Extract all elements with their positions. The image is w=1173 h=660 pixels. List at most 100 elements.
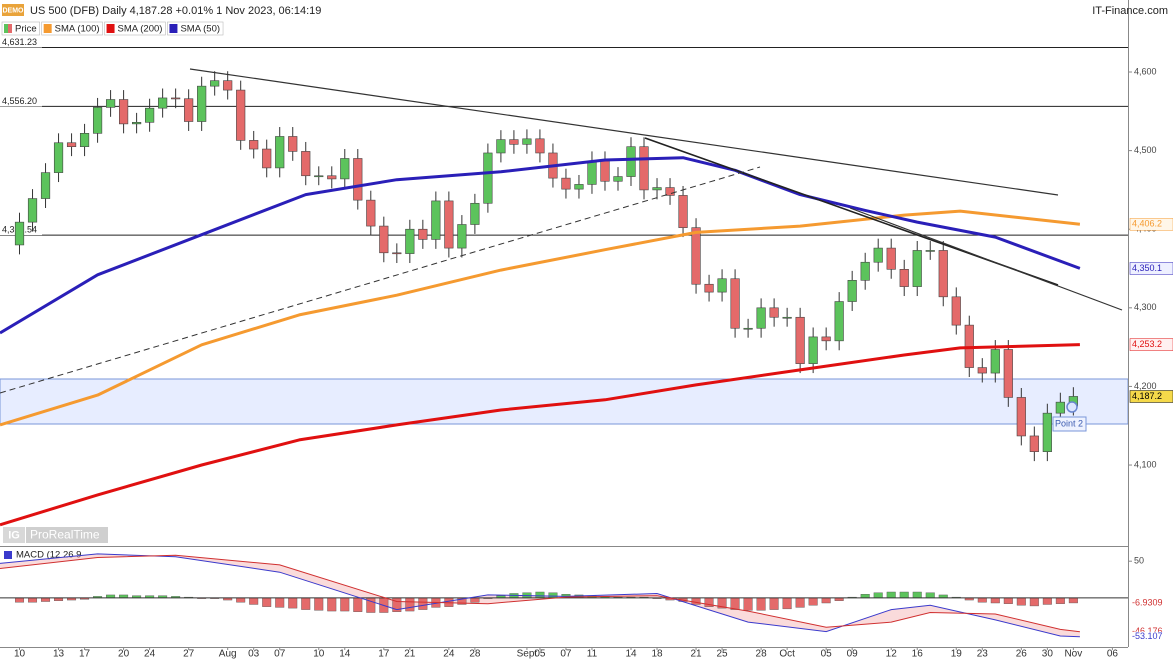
price-tag: 4,253.2: [1132, 339, 1162, 349]
histogram-bar: [314, 597, 324, 611]
candle-body: [912, 250, 922, 287]
histogram-bar: [886, 591, 896, 599]
candle-body: [652, 187, 662, 191]
candle-body: [496, 139, 506, 154]
histogram-bar: [1068, 597, 1078, 604]
histogram-bar: [1042, 597, 1052, 605]
candle-body: [119, 99, 129, 125]
macd-tag-bg: [1130, 626, 1173, 637]
histogram-bar: [288, 597, 298, 609]
x-tick-label: 24: [443, 649, 455, 660]
x-tick-label: 14: [339, 649, 351, 660]
x-tick-label: Aug: [219, 649, 237, 660]
demo-badge: [2, 4, 24, 16]
candle-body: [314, 175, 324, 178]
logo-bg: [26, 527, 108, 543]
histogram-bar: [405, 597, 415, 612]
y-tick-label: 4,500: [1134, 145, 1157, 155]
histogram-bar: [873, 592, 883, 599]
candle-body: [457, 224, 467, 249]
histogram-bar: [899, 591, 909, 599]
candle-body: [587, 160, 597, 185]
x-tick-label: 23: [977, 649, 989, 660]
candle-body: [756, 307, 766, 329]
sma-line: [0, 209, 1081, 427]
candle-body: [470, 202, 480, 225]
candle-body: [743, 327, 753, 330]
histogram-bar: [860, 594, 870, 599]
price-tag: 4,406.2: [1132, 219, 1162, 229]
macd-tag: -6.9309: [1132, 597, 1163, 607]
x-tick-label: 12: [886, 649, 898, 660]
x-tick-label: 28: [469, 649, 481, 660]
histogram-bar: [756, 597, 766, 611]
x-tick-label: 24: [144, 649, 156, 660]
x-tick-label: 21: [690, 649, 702, 660]
legend: Price SMA (100) SMA (200) SMA (50): [1, 21, 224, 36]
candle-body: [873, 247, 883, 263]
level-label: 4,556.20: [2, 96, 37, 106]
legend-swatch: [106, 24, 115, 33]
histogram-bar: [327, 597, 337, 612]
x-tick-label: 05: [821, 649, 833, 660]
legend-box: [167, 21, 224, 36]
x-tick-label: Nov: [1064, 649, 1082, 660]
histogram-bar: [912, 591, 922, 599]
candle-body: [392, 252, 402, 255]
candle-body: [717, 278, 727, 293]
candle-body: [431, 200, 441, 240]
candle-body: [925, 250, 935, 252]
candle-body: [899, 269, 909, 287]
candle-body: [288, 136, 298, 152]
candle-body: [834, 301, 844, 342]
histogram-bar: [28, 597, 38, 603]
legend-label: SMA (100): [55, 24, 100, 35]
price-tag-bg: [1129, 218, 1173, 231]
histogram-bar: [548, 592, 558, 599]
histogram-bar: [691, 597, 701, 605]
histogram-bar: [340, 597, 350, 612]
histogram-bar: [353, 597, 363, 612]
legend-swatch: [8, 24, 12, 33]
candle-body: [171, 97, 181, 100]
legend-box: [1, 21, 40, 36]
candle-body: [53, 142, 64, 173]
x-tick-label: 17: [79, 649, 91, 660]
x-tick-label: 21: [404, 649, 416, 660]
price-tag: 4,350.1: [1132, 263, 1162, 273]
candle-body: [704, 283, 714, 293]
sma-line: [0, 343, 1080, 527]
histogram-bar: [41, 597, 51, 602]
x-tick-label: 03: [248, 649, 260, 660]
candle-body: [66, 142, 77, 147]
histogram-bar: [249, 597, 259, 605]
trendline: [849, 207, 1123, 311]
histogram-bar: [821, 597, 831, 604]
legend-swatch: [169, 24, 178, 33]
macd-tag: -53.107: [1132, 631, 1163, 641]
macd-plot: MACD (12 26 9: [0, 550, 1128, 638]
legend-box: [41, 21, 103, 36]
candle-body: [184, 98, 194, 122]
histogram-bar: [236, 597, 246, 603]
candle-body: [847, 280, 857, 302]
x-tick-label: 10: [14, 649, 26, 660]
histogram-bar: [1003, 597, 1013, 604]
histogram-bar: [782, 597, 792, 610]
y-tick-label: 4,200: [1134, 381, 1157, 391]
candle-body: [444, 200, 454, 249]
price-tag: 4,187.2: [1132, 391, 1162, 401]
histogram-bar: [730, 597, 740, 610]
candle-body: [1016, 397, 1026, 437]
candle-body: [795, 316, 805, 364]
candle-body: [405, 228, 415, 254]
candle-body: [340, 158, 350, 180]
candle-body: [275, 136, 285, 169]
x-tick-label: 16: [912, 649, 924, 660]
histogram-bar: [470, 597, 480, 603]
demo-label: DEMO: [3, 7, 25, 14]
candle-body: [938, 250, 948, 298]
legend-label: Price: [15, 24, 37, 35]
histogram-bar: [15, 597, 25, 603]
